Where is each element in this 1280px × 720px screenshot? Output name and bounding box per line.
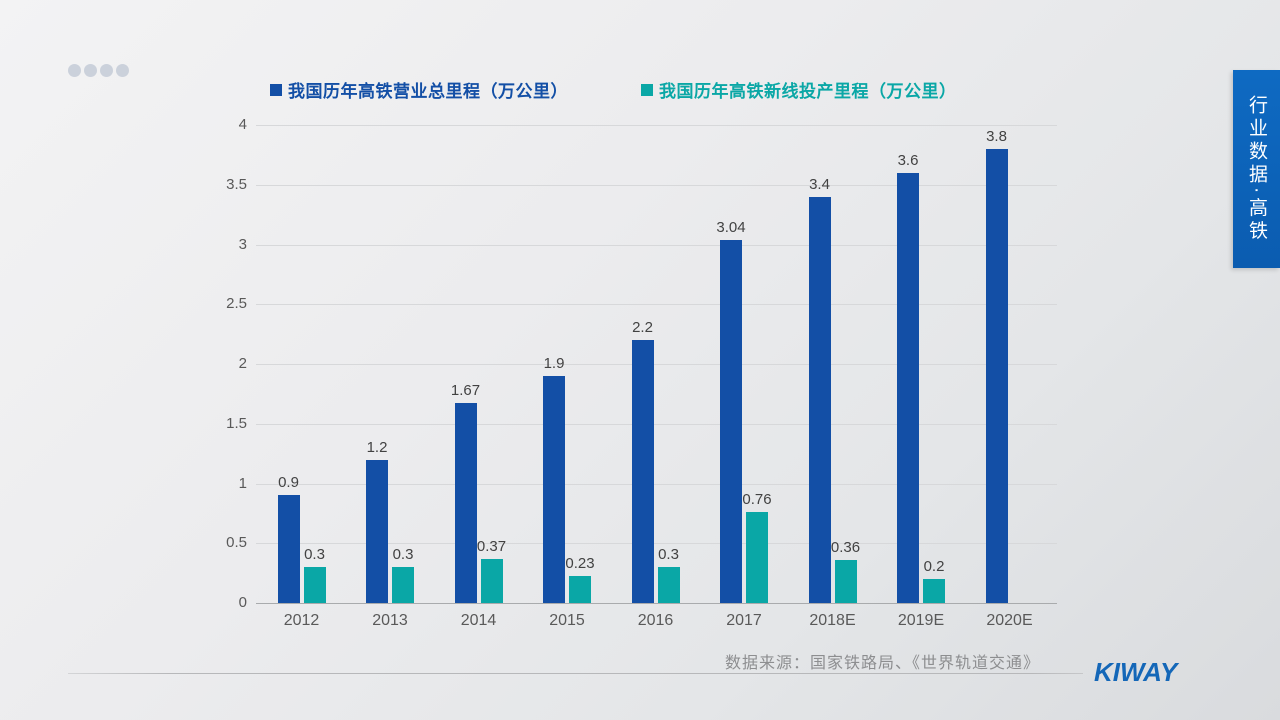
bar-value-label: 1.2 (366, 438, 388, 456)
bar-total-mileage (366, 459, 388, 603)
y-tick-label: 1 (238, 474, 247, 492)
grid-line (256, 125, 1057, 126)
grid-line (256, 184, 1057, 186)
bar-value-label: 3.6 (897, 151, 919, 169)
x-axis-label: 2015 (549, 612, 585, 629)
bar-value-label: 0.3 (658, 546, 679, 564)
legend-label: 我国历年高铁营业总里程（万公里） (288, 82, 568, 101)
legend-label: 我国历年高铁新线投产里程（万公里） (659, 82, 957, 101)
bar-value-label: 0.23 (565, 554, 595, 572)
bar-value-label: 0.36 (830, 538, 861, 556)
bar-new-line (303, 567, 326, 603)
x-axis-line (256, 603, 1057, 604)
grid-line (256, 423, 1057, 425)
bar-total-mileage (543, 375, 565, 603)
side-tab-label: 行业数据·高铁 (1246, 94, 1267, 244)
bar-value-label: 0.37 (476, 537, 507, 555)
grid-line (256, 483, 1057, 485)
bar-value-label: 3.4 (809, 175, 830, 193)
y-tick-label: 0.5 (226, 534, 247, 552)
y-tick-label: 4 (238, 116, 247, 133)
bar-total-mileage (808, 196, 831, 603)
bar-new-line (834, 559, 857, 603)
bar-new-line (569, 575, 591, 603)
x-axis-label: 2016 (637, 612, 674, 629)
decorative-dots (68, 64, 129, 77)
y-tick-label: 2.5 (226, 295, 247, 313)
y-tick-label: 1.5 (226, 414, 247, 432)
bar-total-mileage (985, 148, 1008, 603)
bar-value-label: 3.04 (716, 218, 746, 236)
footer-divider (68, 673, 1083, 674)
dot-icon (68, 64, 81, 77)
bar-new-line (923, 579, 945, 603)
kiway-logo: KIWAY (1094, 657, 1178, 687)
x-axis-label: 2020E (986, 612, 1033, 629)
legend-swatch-blue-icon (270, 83, 282, 96)
bar-new-line (480, 558, 503, 603)
y-tick-label: 3.5 (226, 175, 247, 193)
bar-total-mileage (720, 239, 742, 603)
grid-line (256, 244, 1057, 246)
data-source-note: 数据来源：国家铁路局、《世界轨道交通》 (724, 655, 1040, 672)
x-axis-label: 2014 (460, 612, 497, 629)
side-tab-industry-data: 行业数据·高铁 (1233, 70, 1280, 268)
bar-total-mileage (897, 172, 919, 603)
y-tick-label: 0 (238, 594, 247, 611)
bar-new-line (746, 512, 768, 603)
x-axis-label: 2018E (809, 612, 856, 629)
bar-value-label: 1.67 (450, 382, 481, 400)
legend-item-new-line: 我国历年高铁新线投产里程（万公里） (641, 77, 957, 102)
x-axis-label: 2012 (283, 612, 320, 629)
x-axis-label: 2017 (726, 612, 762, 629)
bar-value-label: 1.9 (543, 354, 565, 372)
legend-item-total-mileage: 我国历年高铁营业总里程（万公里） (270, 77, 568, 102)
grid-line (256, 364, 1057, 365)
dot-icon (116, 64, 129, 77)
bar-total-mileage (631, 340, 654, 603)
bar-new-line (392, 567, 414, 603)
x-axis-label: 2013 (372, 612, 408, 629)
legend-swatch-teal-icon (641, 83, 653, 96)
dot-icon (84, 64, 97, 77)
bar-value-label: 2.2 (632, 319, 653, 337)
y-tick-label: 3 (238, 235, 247, 253)
bar-value-label: 3.8 (986, 127, 1007, 145)
x-axis-label: 2019E (897, 612, 945, 629)
bar-total-mileage (277, 495, 300, 603)
bar-value-label: 0.9 (278, 474, 299, 492)
bar-value-label: 0.3 (304, 546, 325, 564)
dot-icon (100, 64, 113, 77)
grid-line (256, 543, 1057, 545)
y-tick-label: 2 (238, 355, 247, 372)
bar-value-label: 0.3 (392, 546, 414, 564)
bar-total-mileage (454, 403, 477, 603)
grid-line (256, 304, 1057, 306)
bar-value-label: 0.76 (742, 491, 772, 509)
bar-value-label: 0.2 (923, 558, 945, 576)
bar-new-line (657, 567, 680, 603)
